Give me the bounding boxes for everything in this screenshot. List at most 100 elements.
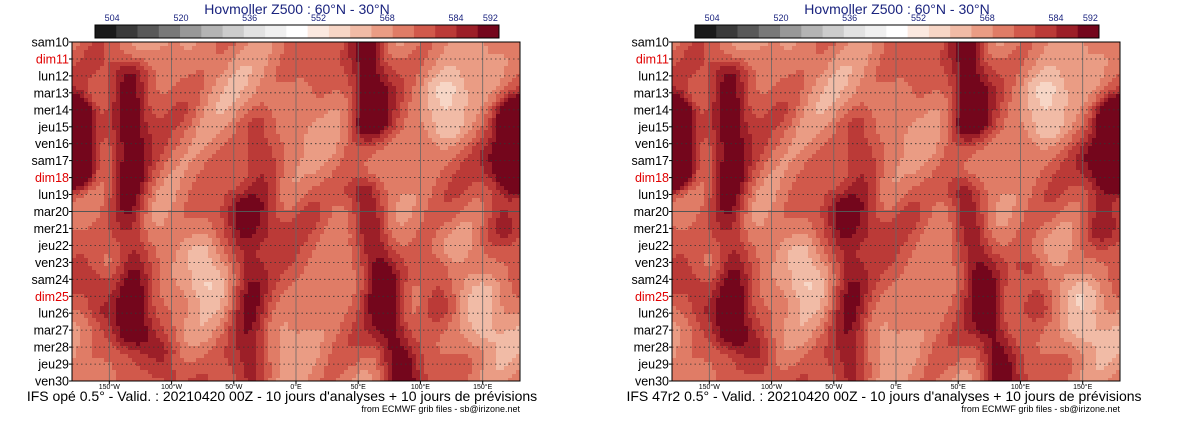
field-cell — [480, 162, 485, 167]
field-cell — [504, 154, 509, 159]
field-cell — [116, 114, 121, 119]
field-cell — [220, 162, 225, 167]
field-cell — [348, 66, 353, 71]
field-cell — [316, 42, 321, 47]
field-cell — [376, 134, 381, 139]
field-cell — [236, 198, 241, 203]
field-cell — [284, 142, 289, 147]
field-cell — [80, 78, 85, 83]
field-cell — [208, 162, 213, 167]
field-cell — [332, 186, 337, 191]
field-cell — [364, 194, 369, 199]
field-cell — [432, 182, 437, 187]
field-cell — [344, 42, 349, 47]
field-cell — [272, 178, 277, 183]
field-cell — [448, 78, 453, 83]
field-cell — [352, 146, 357, 151]
field-cell — [228, 190, 233, 195]
field-cell — [188, 154, 193, 159]
field-cell — [420, 130, 425, 135]
field-cell — [336, 70, 341, 75]
field-cell — [488, 118, 493, 123]
field-cell — [396, 114, 401, 119]
field-cell — [504, 94, 509, 99]
field-cell — [220, 206, 225, 211]
field-cell — [268, 174, 273, 179]
field-cell — [172, 206, 177, 211]
field-cell — [248, 162, 253, 167]
field-cell — [316, 86, 321, 91]
field-cell — [240, 146, 245, 151]
field-cell — [492, 138, 497, 143]
field-cell — [100, 78, 105, 83]
field-cell — [156, 86, 161, 91]
field-cell — [256, 162, 261, 167]
field-cell — [392, 106, 397, 111]
field-cell — [212, 98, 217, 103]
field-cell — [116, 106, 121, 111]
field-cell — [176, 174, 181, 179]
field-cell — [116, 210, 121, 215]
field-cell — [200, 70, 205, 75]
field-cell — [200, 118, 205, 123]
field-cell — [328, 54, 333, 59]
field-cell — [152, 46, 157, 51]
field-cell — [168, 134, 173, 139]
field-cell — [336, 42, 341, 47]
field-cell — [244, 74, 249, 79]
field-cell — [384, 174, 389, 179]
field-cell — [128, 158, 133, 163]
field-cell — [516, 118, 521, 123]
field-cell — [116, 58, 121, 63]
field-cell — [460, 54, 465, 59]
field-cell — [472, 106, 477, 111]
field-cell — [316, 50, 321, 55]
field-cell — [396, 162, 401, 167]
field-cell — [188, 50, 193, 55]
field-cell — [276, 42, 281, 47]
field-cell — [404, 102, 409, 107]
field-cell — [244, 194, 249, 199]
field-cell — [216, 178, 221, 183]
field-cell — [476, 162, 481, 167]
field-cell — [296, 114, 301, 119]
field-cell — [140, 174, 145, 179]
field-cell — [124, 134, 129, 139]
field-cell — [372, 58, 377, 63]
field-cell — [156, 134, 161, 139]
field-cell — [424, 154, 429, 159]
field-cell — [416, 42, 421, 47]
field-cell — [128, 50, 133, 55]
field-cell — [72, 190, 77, 195]
field-cell — [404, 182, 409, 187]
field-cell — [240, 154, 245, 159]
field-cell — [372, 126, 377, 131]
field-cell — [200, 194, 205, 199]
field-cell — [400, 214, 405, 219]
field-cell — [336, 122, 341, 127]
field-cell — [272, 138, 277, 143]
field-cell — [508, 142, 513, 147]
field-cell — [352, 130, 357, 135]
field-cell — [252, 154, 257, 159]
field-cell — [264, 182, 269, 187]
field-cell — [292, 90, 297, 95]
field-cell — [368, 170, 373, 175]
field-cell — [332, 154, 337, 159]
field-cell — [108, 142, 113, 147]
field-cell — [316, 186, 321, 191]
field-cell — [112, 134, 117, 139]
field-cell — [420, 94, 425, 99]
field-cell — [408, 134, 413, 139]
field-cell — [300, 190, 305, 195]
field-cell — [268, 158, 273, 163]
field-cell — [400, 138, 405, 143]
field-cell — [248, 174, 253, 179]
field-cell — [420, 170, 425, 175]
field-cell — [124, 66, 129, 71]
field-cell — [424, 62, 429, 67]
field-cell — [492, 54, 497, 59]
field-cell — [400, 178, 405, 183]
field-cell — [244, 50, 249, 55]
field-cell — [380, 214, 385, 219]
